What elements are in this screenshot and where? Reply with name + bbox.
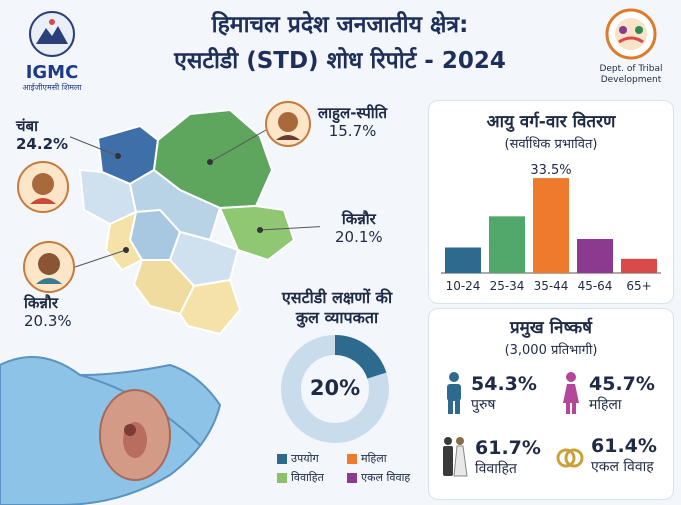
pointer-lahaul bbox=[209, 129, 267, 163]
igmc-emblem-icon bbox=[29, 11, 75, 57]
donut-value-arc bbox=[281, 335, 389, 443]
finding-value: 61.7% bbox=[475, 436, 541, 459]
tick-label: 35-44 bbox=[534, 279, 569, 293]
pointer-kinnaur-left bbox=[70, 249, 127, 270]
region-value: 24.2% bbox=[16, 135, 69, 153]
data-label: 33.5% bbox=[530, 163, 571, 178]
legend-item: महिला bbox=[347, 451, 427, 466]
region-name: किन्नौर bbox=[24, 294, 58, 312]
map-region-sirmaur bbox=[178, 278, 242, 336]
prevalence-title: एसटीडी लक्षणों की कुल व्यापकता bbox=[262, 288, 412, 328]
bar-25-34 bbox=[489, 216, 525, 273]
region-kinnaur-right: किन्नौर 20.1% bbox=[335, 210, 383, 246]
finding-female: 45.7% महिला bbox=[559, 371, 655, 415]
rings-icon bbox=[556, 448, 584, 467]
findings-title: प्रमुख निष्कर्ष bbox=[509, 318, 593, 338]
legend-swatch bbox=[347, 472, 357, 483]
couple-icon bbox=[443, 437, 468, 477]
man-avatar bbox=[264, 100, 312, 152]
bar-45-64 bbox=[577, 239, 613, 273]
region-value: 15.7% bbox=[328, 122, 377, 140]
page-title: हिमाचल प्रदेश जनजातीय क्षेत्र: एसटीडी (S… bbox=[120, 10, 560, 76]
female-icon bbox=[563, 372, 579, 414]
tick-label: 65+ bbox=[626, 279, 651, 293]
woman-avatar-1 bbox=[16, 160, 70, 218]
igmc-logo-subtext: आईजीएमसी शिमला bbox=[22, 83, 82, 92]
region-chamba: चंबा 24.2% bbox=[16, 117, 68, 153]
region-name: किन्नौर bbox=[341, 210, 376, 228]
region-lahaul: लाहुल-स्पीति 15.7% bbox=[318, 104, 387, 140]
finding-single-marriage: 61.4% एकल विवाह bbox=[555, 435, 657, 476]
legend-label: महिला bbox=[361, 452, 387, 465]
legend-item: उपयोग bbox=[277, 451, 337, 466]
legend-swatch bbox=[277, 472, 287, 483]
age-bar-chart: 10-24 25-34 35-44 33.5% 45-64 65+ bbox=[441, 163, 661, 293]
region-value: 20.3% bbox=[24, 312, 72, 330]
tick-label: 25-34 bbox=[490, 279, 525, 293]
woman-portrait-icon bbox=[17, 161, 69, 213]
pointer-chamba bbox=[70, 136, 119, 157]
tribal-dept-emblem-icon bbox=[605, 8, 657, 60]
finding-married: 61.7% विवाहित bbox=[439, 435, 541, 479]
legend-swatch bbox=[277, 453, 287, 464]
bar-65+ bbox=[621, 258, 657, 273]
legend-label: उपयोग bbox=[291, 452, 319, 465]
prevalence-legend: उपयोग महिला विवाहित एकल विवाह bbox=[277, 451, 427, 485]
bar-10-24 bbox=[445, 247, 481, 273]
legend-item: विवाहित bbox=[277, 470, 337, 485]
prevalence-donut bbox=[281, 335, 389, 443]
finding-value: 45.7% bbox=[589, 372, 655, 395]
igmc-logo-text: IGMC bbox=[25, 62, 79, 83]
legend-swatch bbox=[347, 453, 357, 464]
legend-label: एकल विवाह bbox=[361, 471, 411, 484]
himachal-map bbox=[70, 108, 320, 336]
finding-label: पुरुष bbox=[471, 396, 496, 413]
findings-subtitle: (3,000 प्रतिभागी) bbox=[504, 343, 598, 358]
pointer-kinnaur-right bbox=[259, 226, 320, 231]
bar-35-44 bbox=[533, 178, 569, 273]
region-name: चंबा bbox=[16, 117, 38, 135]
legend-item: एकल विवाह bbox=[347, 470, 427, 485]
prevalence-title-line-2: कुल व्यापकता bbox=[295, 308, 379, 327]
gloved-hand-illustration bbox=[0, 356, 222, 505]
woman-avatar-2 bbox=[22, 240, 76, 298]
prevalence-value: 20% bbox=[309, 376, 361, 400]
male-icon bbox=[447, 372, 461, 414]
findings-panel: प्रमुख निष्कर्ष (3,000 प्रतिभागी) 54.3% प… bbox=[428, 308, 674, 500]
finding-label: एकल विवाह bbox=[591, 459, 654, 475]
tick-label: 10-24 bbox=[446, 279, 481, 293]
finding-value: 61.4% bbox=[591, 435, 657, 457]
legend-label: विवाहित bbox=[291, 471, 324, 484]
prevalence-title-line-1: एसटीडी लक्षणों की bbox=[281, 288, 393, 307]
title-line-1: हिमाचल प्रदेश जनजातीय क्षेत्र: bbox=[211, 12, 469, 38]
age-panel-title: आयु वर्ग-वार वितरण bbox=[486, 112, 616, 132]
age-panel-subtitle: (सर्वाधिक प्रभावित) bbox=[504, 137, 598, 152]
igmc-logo: IGMC आईजीएमसी शिमला bbox=[12, 10, 92, 92]
tick-label: 45-64 bbox=[578, 279, 613, 293]
finding-label: महिला bbox=[589, 396, 622, 413]
finding-value: 54.3% bbox=[471, 372, 537, 395]
woman-portrait-icon bbox=[23, 241, 75, 293]
finding-label: विवाहित bbox=[475, 460, 517, 477]
region-value: 20.1% bbox=[335, 228, 383, 246]
man-portrait-icon bbox=[265, 101, 311, 147]
age-distribution-panel: आयु वर्ग-वार वितरण (सर्वाधिक प्रभावित) 1… bbox=[428, 100, 674, 304]
region-kinnaur-left: किन्नौर 20.3% bbox=[24, 294, 72, 330]
tribal-dept-text: Dept. of Tribal Development bbox=[599, 64, 663, 85]
title-line-2: एसटीडी (STD) शोध रिपोर्ट - 2024 bbox=[174, 48, 506, 74]
tribal-dept-logo: Dept. of Tribal Development bbox=[588, 8, 674, 94]
finding-male: 54.3% पुरुष bbox=[443, 371, 537, 415]
region-name: लाहुल-स्पीति bbox=[318, 104, 388, 122]
